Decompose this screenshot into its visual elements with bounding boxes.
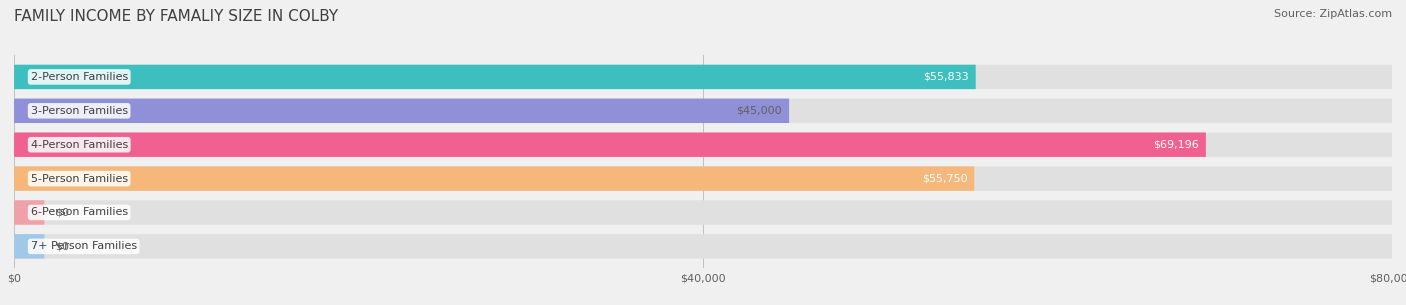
Text: $55,833: $55,833	[924, 72, 969, 82]
FancyBboxPatch shape	[14, 200, 1392, 225]
FancyBboxPatch shape	[14, 132, 1392, 157]
Text: $45,000: $45,000	[737, 106, 782, 116]
Text: $69,196: $69,196	[1153, 140, 1199, 150]
FancyBboxPatch shape	[14, 234, 45, 259]
FancyBboxPatch shape	[14, 132, 1206, 157]
Text: 4-Person Families: 4-Person Families	[31, 140, 128, 150]
Text: 3-Person Families: 3-Person Families	[31, 106, 128, 116]
FancyBboxPatch shape	[14, 65, 976, 89]
Text: 5-Person Families: 5-Person Families	[31, 174, 128, 184]
Text: 2-Person Families: 2-Person Families	[31, 72, 128, 82]
FancyBboxPatch shape	[14, 65, 1392, 89]
FancyBboxPatch shape	[14, 167, 974, 191]
FancyBboxPatch shape	[14, 167, 1392, 191]
FancyBboxPatch shape	[14, 200, 45, 225]
FancyBboxPatch shape	[14, 99, 1392, 123]
FancyBboxPatch shape	[14, 234, 1392, 259]
Text: 7+ Person Families: 7+ Person Families	[31, 241, 136, 251]
Text: Source: ZipAtlas.com: Source: ZipAtlas.com	[1274, 9, 1392, 19]
Text: $0: $0	[55, 241, 69, 251]
Text: 6-Person Families: 6-Person Families	[31, 207, 128, 217]
Text: $55,750: $55,750	[922, 174, 967, 184]
Text: FAMILY INCOME BY FAMALIY SIZE IN COLBY: FAMILY INCOME BY FAMALIY SIZE IN COLBY	[14, 9, 339, 24]
FancyBboxPatch shape	[14, 99, 789, 123]
Text: $0: $0	[55, 207, 69, 217]
